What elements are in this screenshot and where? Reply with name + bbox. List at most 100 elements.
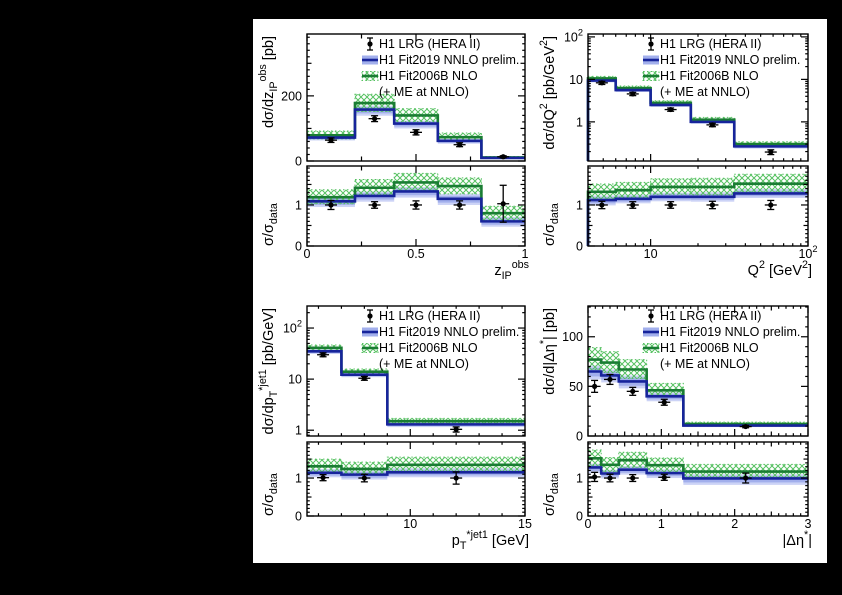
legend-label: (+ ME at NNLO) <box>660 85 750 99</box>
legend-label: H1 Fit2006B NLO <box>660 341 759 355</box>
nlo-line <box>588 457 808 473</box>
svg-text:0: 0 <box>295 154 302 168</box>
svg-text:3: 3 <box>805 517 812 531</box>
svg-text:1: 1 <box>576 471 583 485</box>
legend-label: H1 Fit2019 NNLO prelim. <box>660 53 800 67</box>
legend-label: H1 Fit2006B NLO <box>660 69 759 83</box>
data-marker-swatch <box>367 313 373 319</box>
panel-q2: 1 10 102 H1 LRG (HERA II) H1 Fit2019 NNLO pr… <box>538 27 817 279</box>
legend-label: H1 Fit2006B NLO <box>379 69 478 83</box>
axis-titles: pT*jet1 [GeV] dσ/dpT*jet1 [pb/GeV] σ/σdata <box>257 308 529 552</box>
svg-text:dσ/dzIPobs [pb]: dσ/dzIPobs [pb] <box>257 36 280 128</box>
svg-text:10: 10 <box>403 517 417 531</box>
data-marker-swatch <box>648 41 654 47</box>
legend-label: H1 Fit2019 NNLO prelim. <box>379 53 519 67</box>
nnlo-line <box>586 79 808 161</box>
svg-text:σ/σdata: σ/σdata <box>542 473 561 516</box>
legend: H1 LRG (HERA II) H1 Fit2019 NNLO prelim. H… <box>642 309 800 371</box>
legend-label: (+ ME at NNLO) <box>660 357 750 371</box>
svg-text:100: 100 <box>562 330 583 344</box>
svg-text:102: 102 <box>798 244 817 261</box>
ratio-y-axis-title: σ/σdata <box>261 473 280 516</box>
svg-text:σ/σdata: σ/σdata <box>261 203 280 246</box>
svg-text:0: 0 <box>295 239 302 253</box>
ratio-plot: 0 0.5 1 0 1 <box>295 165 529 261</box>
axis-ticks: 1 10 102 <box>564 27 809 161</box>
y-axis-title: dσ/d|Δη*| [pb] <box>538 308 558 395</box>
legend: H1 LRG (HERA II) H1 Fit2019 NNLO prelim. H… <box>642 37 800 99</box>
x-axis-title: |Δη*| <box>783 529 812 549</box>
ratio-y-axis-title: σ/σdata <box>542 203 561 246</box>
ratio-plot: 10 102 0 1 <box>576 165 818 261</box>
x-axis-title: Q2 [GeV2] <box>748 259 812 279</box>
svg-text:102: 102 <box>283 318 302 335</box>
figure-canvas: 0 200 H1 LRG (HERA II) H1 Fit2019 NNLO prel… <box>253 19 827 563</box>
legend-label: H1 LRG (HERA II) <box>379 309 480 323</box>
ratio-y-axis-title: σ/σdata <box>542 473 561 516</box>
svg-text:10: 10 <box>288 373 302 387</box>
nlo-line <box>586 182 808 246</box>
svg-text:0: 0 <box>576 239 583 253</box>
panel-zpom-obs: 0 200 H1 LRG (HERA II) H1 Fit2019 NNLO prel… <box>257 33 529 282</box>
data-points <box>588 471 752 484</box>
nnlo-line <box>307 350 525 426</box>
legend-label: (+ ME at NNLO) <box>379 85 469 99</box>
svg-text:10: 10 <box>569 73 583 87</box>
svg-text:σ/σdata: σ/σdata <box>542 203 561 246</box>
legend: H1 LRG (HERA II) H1 Fit2019 NNLO prelim. H… <box>361 309 519 371</box>
nlo-line <box>307 346 525 423</box>
main-plot: 0 50 100 H1 LRG (HERA II) H1 Fit2019 NNLO pr… <box>562 305 809 443</box>
y-axis-title: dσ/dpT*jet1 [pb/GeV] <box>257 308 280 434</box>
legend-label: (+ ME at NNLO) <box>379 357 469 371</box>
main-plot: 1 10 102 H1 LRG (HERA II) H1 Fit2019 NNLO pr… <box>564 27 809 162</box>
legend-label: H1 Fit2019 NNLO prelim. <box>660 325 800 339</box>
data-points <box>324 115 510 160</box>
axis-ticks: 0 200 <box>281 34 526 168</box>
svg-text:dσ/d|Δη*| [pb]: dσ/d|Δη*| [pb] <box>538 308 558 395</box>
data-marker-swatch <box>648 313 654 319</box>
svg-text:1: 1 <box>658 517 665 531</box>
svg-text:1: 1 <box>522 247 529 261</box>
axis-titles: zIPobs dσ/dzIPobs [pb] σ/σdata <box>257 36 529 282</box>
svg-text:0: 0 <box>585 517 592 531</box>
nnlo-line <box>307 190 525 223</box>
svg-text:1: 1 <box>295 424 302 438</box>
svg-text:0: 0 <box>295 509 302 523</box>
axis-ticks: 1 10 102 <box>283 306 526 438</box>
svg-text:102: 102 <box>564 27 583 44</box>
svg-text:0: 0 <box>576 509 583 523</box>
legend: H1 LRG (HERA II) H1 Fit2019 NNLO prelim. H… <box>361 37 519 99</box>
svg-text:1: 1 <box>295 471 302 485</box>
data-points <box>595 80 777 156</box>
svg-text:dσ/dQ2 [pb/GeV2]: dσ/dQ2 [pb/GeV2] <box>538 36 558 150</box>
legend-label: H1 LRG (HERA II) <box>660 37 761 51</box>
nnlo-line <box>588 370 808 427</box>
axis-ticks: 0 0.5 1 0 1 <box>295 166 529 261</box>
y-axis-title: dσ/dzIPobs [pb] <box>257 36 280 128</box>
main-plot: 1 10 102 H1 LRG (HERA II) H1 Fit2019 NNLO pr… <box>283 305 526 438</box>
svg-text:1: 1 <box>295 198 302 212</box>
svg-text:10: 10 <box>644 247 658 261</box>
data-points <box>317 352 463 433</box>
ratio-y-axis-title: σ/σdata <box>261 203 280 246</box>
legend-label: H1 Fit2006B NLO <box>379 341 478 355</box>
x-axis-title: zIPobs <box>494 259 529 282</box>
axis-ticks: 0 1 2 3 0 1 <box>576 442 812 531</box>
data-marker-swatch <box>367 41 373 47</box>
nnlo-line <box>307 108 525 160</box>
axis-ticks: 10 102 0 1 <box>576 166 818 261</box>
data-points <box>324 184 510 223</box>
svg-text:2: 2 <box>731 517 738 531</box>
data-points <box>595 199 777 211</box>
svg-text:dσ/dpT*jet1 [pb/GeV]: dσ/dpT*jet1 [pb/GeV] <box>257 308 280 434</box>
data-points <box>588 373 752 430</box>
svg-text:1: 1 <box>576 198 583 212</box>
svg-text:0.5: 0.5 <box>407 247 424 261</box>
nnlo-line <box>586 192 808 246</box>
axis-titles: |Δη*| dσ/d|Δη*| [pb] σ/σdata <box>538 308 812 549</box>
y-axis-title: dσ/dQ2 [pb/GeV2] <box>538 36 558 150</box>
